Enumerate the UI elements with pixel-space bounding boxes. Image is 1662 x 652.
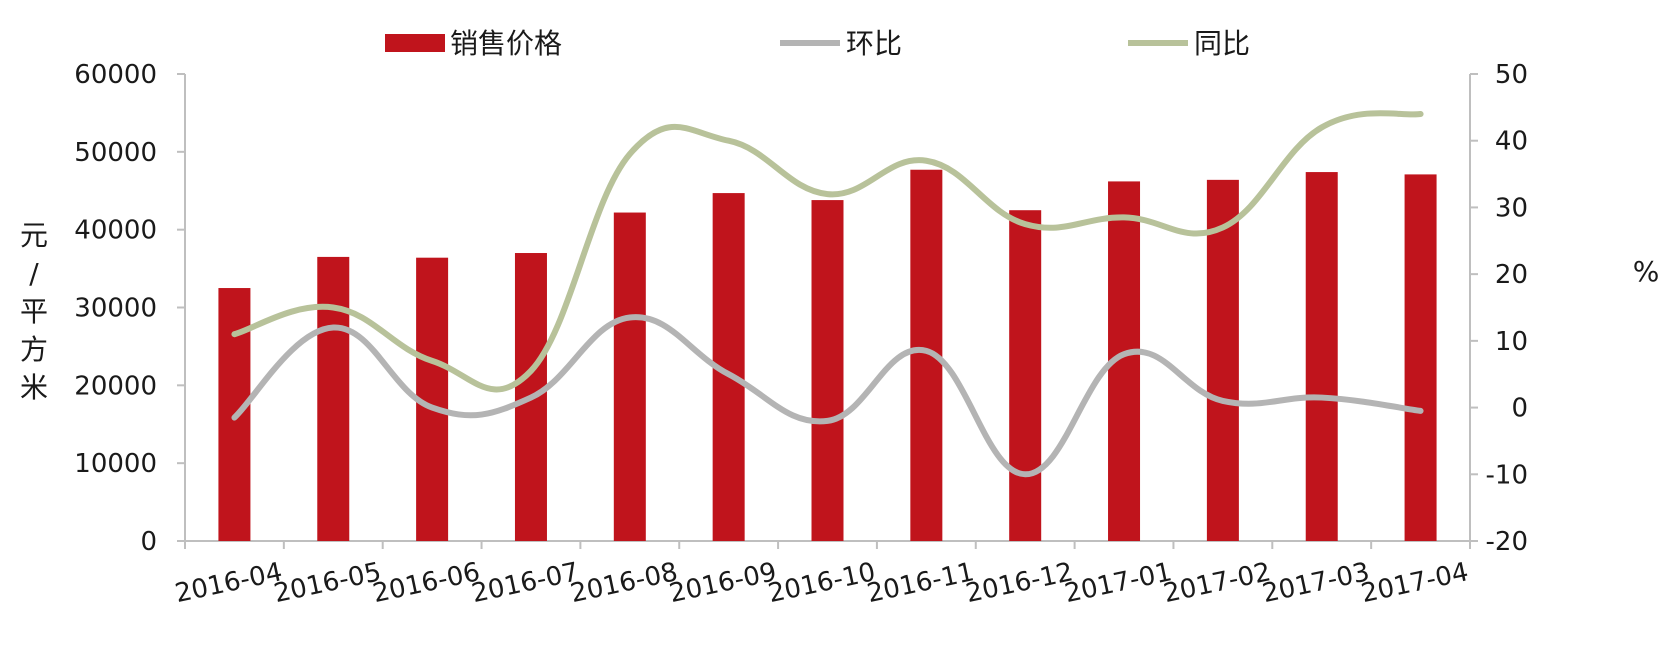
x-tick-label: 2016-05 [271,557,384,609]
left-axis-title-char: 米 [20,371,48,404]
right-tick-label: -20 [1486,527,1528,557]
bar-series [218,169,1437,542]
x-tick-label: 2016-11 [864,557,977,609]
left-tick-label: 10000 [74,449,157,479]
bar [1404,174,1437,541]
left-tick-label: 0 [140,527,157,557]
tongbi-line [231,110,1424,393]
left-axis-title-char: 方 [20,333,48,366]
legend-label: 环比 [846,27,902,60]
x-tick-label: 2016-09 [667,557,780,609]
legend: 销售价格 环比 同比 [385,27,1250,60]
x-tick-label: 2016-04 [173,557,286,609]
bar [1206,179,1239,541]
line-series [231,110,1424,478]
bar [317,256,350,541]
right-tick-label: 0 [1511,394,1528,424]
legend-swatch [385,34,445,52]
right-tick-label: 40 [1495,127,1528,157]
left-tick-label: 50000 [74,138,157,168]
right-axis-title: % [1633,255,1660,288]
x-tick-label: 2017-01 [1062,557,1175,609]
x-tick-label: 2016-06 [370,557,483,609]
left-tick-label: 20000 [74,371,157,401]
x-tick-label: 2017-03 [1260,557,1373,609]
left-axis-title-char: 平 [20,295,48,328]
x-tick-label: 2016-12 [963,557,1076,609]
x-tick-label: 2016-07 [469,557,582,609]
left-axis-title: 元 / 平方米 [20,219,48,404]
bar [1009,210,1042,542]
x-tick-label: 2016-08 [568,557,681,609]
x-tick-label: 2017-02 [1161,557,1274,609]
huanbi-line [231,314,1424,478]
x-tick-label: 2016-10 [766,557,879,609]
bar [613,212,646,541]
right-tick-label: 30 [1495,193,1528,223]
left-axis-title-char: 元 [20,219,48,252]
right-tick-label: 10 [1495,327,1528,357]
left-axis-title-char: / [29,257,39,290]
left-tick-label: 60000 [74,60,157,90]
bar [811,200,844,541]
right-tick-label: 20 [1495,260,1528,290]
right-tick-label: -10 [1486,460,1528,490]
legend-item: 销售价格 [385,27,562,60]
right-tick-label: 50 [1495,60,1528,90]
legend-label: 销售价格 [450,27,562,60]
bar [1305,172,1338,541]
x-tick-label: 2017-04 [1359,557,1472,609]
left-tick-label: 40000 [74,216,157,246]
legend-label: 同比 [1194,27,1250,60]
legend-item: 同比 [1128,27,1250,60]
left-tick-label: 30000 [74,294,157,324]
legend-item: 环比 [780,27,902,60]
